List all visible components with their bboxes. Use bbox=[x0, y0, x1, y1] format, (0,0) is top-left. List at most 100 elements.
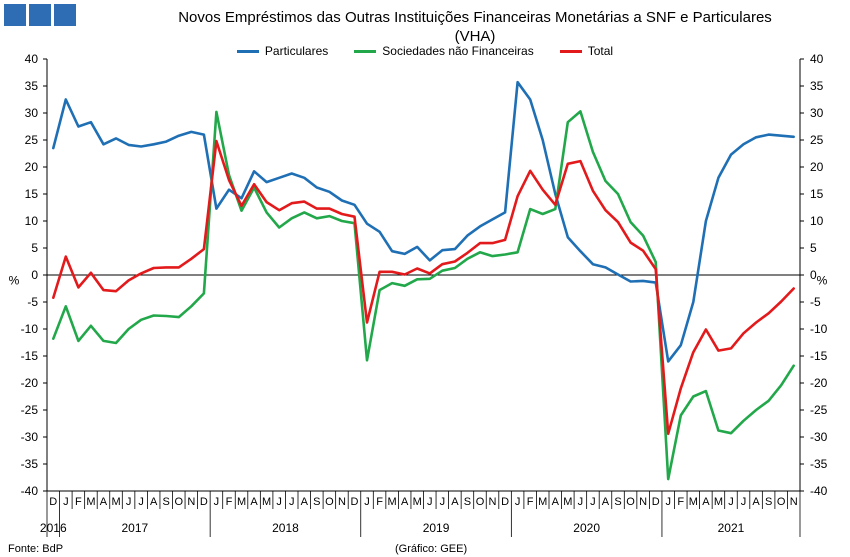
month-label: J bbox=[138, 496, 144, 508]
month-label: D bbox=[49, 496, 57, 508]
month-label: F bbox=[527, 496, 534, 508]
month-label: M bbox=[388, 496, 397, 508]
month-label: J bbox=[590, 496, 596, 508]
chart-title-line-1: Novos Empréstimos das Outras Instituiçõe… bbox=[178, 9, 772, 26]
chart-title: Novos Empréstimos das Outras Instituiçõe… bbox=[110, 8, 840, 46]
series-line-particulares bbox=[52, 80, 795, 363]
month-label: N bbox=[338, 496, 346, 508]
year-label-2018: 2018 bbox=[272, 521, 299, 535]
month-label: J bbox=[126, 496, 132, 508]
month-label: M bbox=[262, 496, 271, 508]
month-label: A bbox=[301, 496, 309, 508]
y-tick-label-right: 40 bbox=[810, 52, 824, 66]
y-tick-label-left: 0 bbox=[31, 268, 38, 282]
y-tick-label-right: -40 bbox=[810, 484, 828, 498]
month-label: J bbox=[289, 496, 295, 508]
y-tick-label-right: -35 bbox=[810, 457, 828, 471]
chart-title-line-2: (VHA) bbox=[454, 28, 496, 45]
month-label: M bbox=[714, 496, 723, 508]
y-tick-label-right: -10 bbox=[810, 322, 828, 336]
source-note: Fonte: BdP bbox=[8, 543, 64, 555]
month-label: N bbox=[489, 496, 497, 508]
month-label: D bbox=[652, 496, 660, 508]
month-label: S bbox=[313, 496, 320, 508]
month-label: M bbox=[237, 496, 246, 508]
month-label: O bbox=[325, 496, 334, 508]
month-label: N bbox=[187, 496, 195, 508]
month-label: N bbox=[790, 496, 798, 508]
month-label: A bbox=[451, 496, 459, 508]
month-label: F bbox=[376, 496, 383, 508]
month-label: J bbox=[741, 496, 747, 508]
y-tick-label-left: -35 bbox=[21, 457, 39, 471]
logo-block-2 bbox=[29, 4, 51, 26]
legend-swatch-snf bbox=[354, 49, 377, 53]
month-label: S bbox=[464, 496, 471, 508]
y-tick-label-right: -5 bbox=[810, 295, 821, 309]
year-label-2016: 2016 bbox=[40, 521, 67, 535]
month-label: M bbox=[413, 496, 422, 508]
month-label: O bbox=[476, 496, 485, 508]
y-tick-label-left: 20 bbox=[25, 160, 39, 174]
month-label: A bbox=[401, 496, 409, 508]
month-label: S bbox=[163, 496, 170, 508]
chart-legend: Particulares Sociedades não Financeiras … bbox=[0, 44, 850, 58]
y-tick-label-left: 15 bbox=[25, 187, 39, 201]
month-label: J bbox=[63, 496, 69, 508]
y-tick-label-left: -10 bbox=[21, 322, 39, 336]
month-label: A bbox=[150, 496, 158, 508]
y-tick-label-left: -25 bbox=[21, 403, 39, 417]
y-tick-label-right: 15 bbox=[810, 187, 824, 201]
y-tick-label-left: -40 bbox=[21, 484, 39, 498]
y-tick-label-right: 5 bbox=[810, 241, 817, 255]
legend-label-snf: Sociedades não Financeiras bbox=[382, 44, 534, 58]
y-tick-label-left: -30 bbox=[21, 430, 39, 444]
month-label: J bbox=[214, 496, 220, 508]
legend-item-total: Total bbox=[559, 44, 614, 58]
y-tick-label-left: -15 bbox=[21, 349, 39, 363]
month-label: O bbox=[626, 496, 635, 508]
y-tick-label-right: -20 bbox=[810, 376, 828, 390]
logo-block-1 bbox=[4, 4, 26, 26]
y-tick-label-right: -15 bbox=[810, 349, 828, 363]
legend-swatch-particulares bbox=[236, 49, 259, 53]
year-label-2019: 2019 bbox=[423, 521, 450, 535]
y-tick-label-right: -25 bbox=[810, 403, 828, 417]
y-tick-label-left: -20 bbox=[21, 376, 39, 390]
y-tick-label-right: -30 bbox=[810, 430, 828, 444]
month-label: J bbox=[276, 496, 282, 508]
month-label: A bbox=[602, 496, 610, 508]
month-label: J bbox=[515, 496, 521, 508]
month-label: M bbox=[111, 496, 120, 508]
month-label: A bbox=[552, 496, 560, 508]
month-label: J bbox=[440, 496, 446, 508]
logo-block-3 bbox=[54, 4, 76, 26]
y-tick-label-right: 10 bbox=[810, 214, 824, 228]
legend-label-particulares: Particulares bbox=[264, 44, 329, 58]
legend-item-snf: Sociedades não Financeiras bbox=[354, 44, 534, 58]
month-label: F bbox=[677, 496, 684, 508]
y-tick-label-left: 40 bbox=[25, 52, 39, 66]
chart-credit: (Gráfico: GEE) bbox=[395, 543, 468, 555]
legend-label-total: Total bbox=[587, 44, 614, 58]
y-tick-label-left: 5 bbox=[31, 241, 38, 255]
legend-item-particulares: Particulares bbox=[236, 44, 329, 58]
month-label: O bbox=[174, 496, 183, 508]
y-tick-label-left: 25 bbox=[25, 133, 39, 147]
month-label: F bbox=[226, 496, 233, 508]
y-tick-label-right: 35 bbox=[810, 79, 824, 93]
y-unit-right: % bbox=[817, 273, 828, 287]
month-label: A bbox=[100, 496, 108, 508]
y-tick-label-right: 30 bbox=[810, 106, 824, 120]
y-tick-label-right: 0 bbox=[810, 268, 817, 282]
month-label: M bbox=[689, 496, 698, 508]
month-label: A bbox=[702, 496, 710, 508]
month-label: J bbox=[364, 496, 370, 508]
legend-swatch-total bbox=[559, 49, 582, 53]
month-label: A bbox=[752, 496, 760, 508]
month-label: M bbox=[86, 496, 95, 508]
month-label: M bbox=[563, 496, 572, 508]
y-tick-label-left: 30 bbox=[25, 106, 39, 120]
year-label-2017: 2017 bbox=[121, 521, 148, 535]
